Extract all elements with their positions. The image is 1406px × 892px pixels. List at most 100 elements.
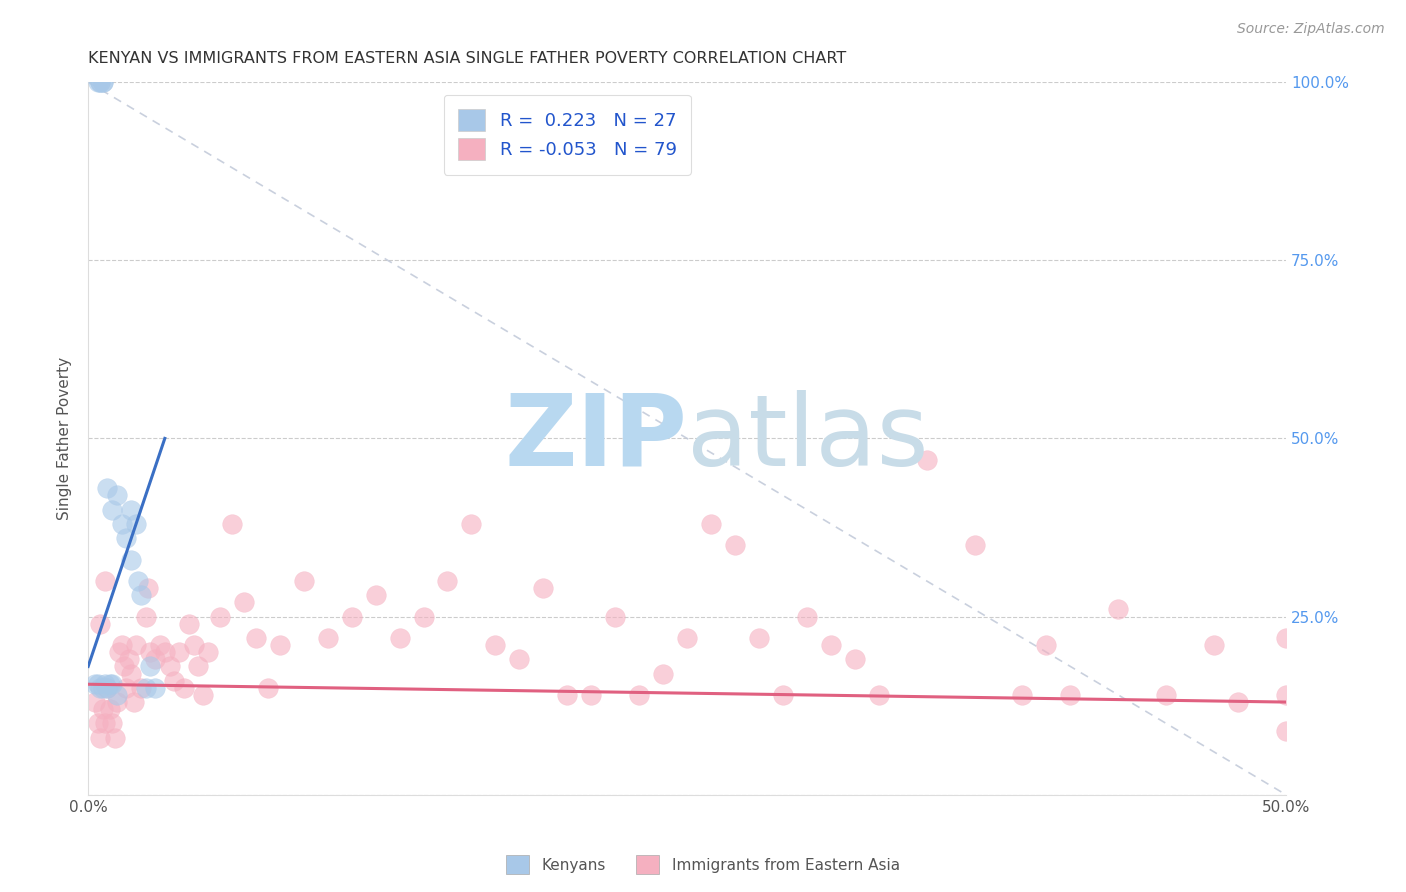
Point (605, 609, 627, 624)
Point (177, 616, 200, 631)
Point (724, 538, 747, 552)
Point (820, 638, 842, 652)
Point (1059, 688, 1081, 702)
Point (87, 716, 110, 731)
Point (111, 638, 134, 652)
Point (94, 574, 117, 588)
Point (94, 677, 117, 691)
Point (628, 688, 651, 702)
Point (139, 645, 162, 659)
Point (772, 688, 794, 702)
Point (89, 616, 111, 631)
Point (105, 488, 128, 502)
Point (120, 666, 142, 681)
Point (1011, 688, 1033, 702)
Point (844, 652, 866, 666)
Point (101, 502, 124, 516)
Point (143, 681, 166, 695)
Point (436, 574, 458, 588)
Point (1275, 688, 1298, 702)
Point (111, 516, 134, 531)
Point (105, 695, 128, 709)
Point (91, 681, 114, 695)
Point (89, 75, 111, 89)
Point (96, 681, 118, 695)
Point (484, 638, 506, 652)
Point (1035, 638, 1057, 652)
Point (135, 609, 157, 624)
Point (125, 516, 148, 531)
Point (108, 645, 131, 659)
Point (269, 638, 291, 652)
Point (129, 681, 152, 695)
Point (91, 75, 114, 89)
Legend: R =  0.223   N = 27, R = -0.053   N = 79: R = 0.223 N = 27, R = -0.053 N = 79 (443, 95, 690, 175)
Point (340, 609, 363, 624)
Point (87, 677, 110, 691)
Point (676, 631, 699, 645)
Point (96, 481, 118, 495)
Point (1275, 631, 1298, 645)
Point (122, 695, 145, 709)
Point (915, 452, 938, 467)
Point (316, 631, 339, 645)
Point (173, 681, 195, 695)
Point (963, 538, 986, 552)
Point (197, 645, 219, 659)
Point (101, 677, 124, 691)
Point (115, 681, 138, 695)
Text: KENYAN VS IMMIGRANTS FROM EASTERN ASIA SINGLE FATHER POVERTY CORRELATION CHART: KENYAN VS IMMIGRANTS FROM EASTERN ASIA S… (89, 51, 846, 66)
Point (1275, 723, 1298, 738)
Point (292, 574, 315, 588)
Point (256, 681, 278, 695)
Point (89, 75, 111, 89)
Point (101, 716, 124, 731)
Point (84, 677, 107, 691)
Point (191, 688, 214, 702)
Point (412, 609, 434, 624)
Point (187, 659, 209, 673)
Point (581, 688, 603, 702)
Point (221, 516, 243, 531)
Point (1107, 602, 1129, 616)
Point (98, 702, 121, 716)
Text: atlas: atlas (688, 390, 929, 487)
Point (460, 516, 482, 531)
Point (245, 631, 267, 645)
Point (118, 652, 141, 666)
Point (153, 645, 176, 659)
Point (868, 688, 890, 702)
Point (135, 681, 157, 695)
Point (89, 681, 111, 695)
Point (120, 502, 142, 516)
Point (388, 631, 411, 645)
Point (183, 638, 205, 652)
Point (748, 631, 770, 645)
Point (96, 681, 118, 695)
Point (159, 659, 181, 673)
Y-axis label: Single Father Poverty: Single Father Poverty (58, 357, 72, 520)
Text: Source: ZipAtlas.com: Source: ZipAtlas.com (1237, 22, 1385, 37)
Point (105, 688, 128, 702)
Text: ZIP: ZIP (505, 390, 688, 487)
Point (143, 652, 166, 666)
Point (94, 716, 117, 731)
Point (232, 595, 254, 609)
Point (120, 552, 142, 566)
Point (84, 695, 107, 709)
Point (149, 638, 172, 652)
Point (796, 609, 818, 624)
Point (139, 659, 162, 673)
Point (87, 75, 110, 89)
Point (652, 666, 675, 681)
Point (1154, 688, 1177, 702)
Point (1227, 695, 1250, 709)
Legend: Kenyans, Immigrants from Eastern Asia: Kenyans, Immigrants from Eastern Asia (501, 849, 905, 880)
Point (163, 673, 186, 688)
Point (136, 581, 159, 595)
Point (208, 609, 231, 624)
Point (700, 516, 723, 531)
Point (112, 659, 135, 673)
Point (125, 638, 148, 652)
Point (103, 731, 125, 745)
